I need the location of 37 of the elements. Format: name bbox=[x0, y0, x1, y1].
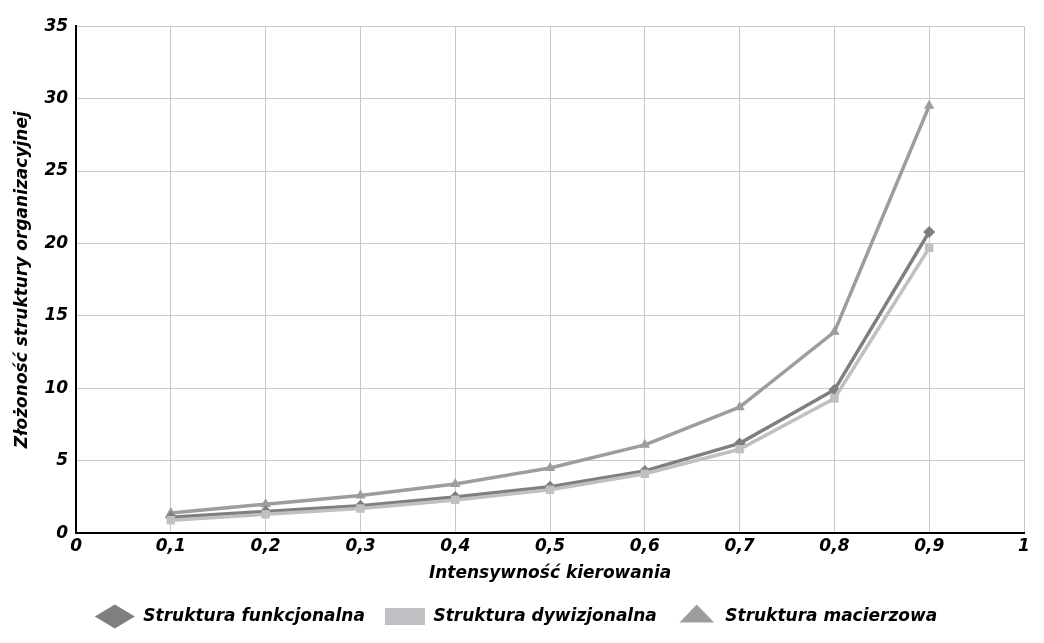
y-tick-label: 35 bbox=[44, 14, 69, 35]
x-tick-label: 0,7 bbox=[724, 534, 755, 555]
y-tick-label: 30 bbox=[44, 87, 69, 108]
point bbox=[734, 401, 745, 411]
x-axis-title: Intensywność kierowania bbox=[428, 562, 672, 583]
point bbox=[829, 325, 840, 335]
x-tick-label: 0,2 bbox=[250, 534, 281, 555]
y-tick-label: 5 bbox=[56, 449, 69, 470]
legend-label: Struktura dywizjonalna bbox=[433, 604, 657, 625]
x-tick-label: 0,1 bbox=[155, 534, 186, 555]
point bbox=[735, 444, 744, 454]
x-tick-label: 0 bbox=[70, 534, 83, 555]
x-tick-label: 0,3 bbox=[345, 534, 376, 555]
point bbox=[924, 99, 935, 109]
point bbox=[260, 498, 271, 508]
y-axis-title: Złożoność struktury organizacyjnej bbox=[10, 110, 31, 450]
point bbox=[639, 438, 651, 448]
y-tick-label: 25 bbox=[44, 159, 69, 180]
x-tick-label: 0,9 bbox=[914, 534, 945, 555]
point bbox=[355, 489, 366, 499]
x-tick-label: 1 bbox=[1018, 534, 1030, 555]
x-tick-label: 0,8 bbox=[819, 534, 850, 555]
x-tick-label: 0,4 bbox=[440, 534, 471, 555]
x-tick-label: 0,6 bbox=[629, 534, 661, 555]
point bbox=[544, 462, 556, 472]
y-tick-label: 15 bbox=[44, 304, 69, 325]
point bbox=[261, 510, 270, 519]
point bbox=[450, 477, 461, 487]
y-tick-label: 10 bbox=[44, 376, 69, 397]
legend-label: Struktura macierzowa bbox=[725, 604, 938, 625]
legend-label: Struktura funkcjonalna bbox=[143, 604, 365, 625]
y-tick-label: 20 bbox=[44, 231, 69, 252]
point bbox=[356, 504, 365, 513]
point bbox=[923, 225, 936, 238]
y-tick-label: 0 bbox=[56, 521, 69, 542]
point bbox=[830, 394, 839, 403]
x-tick-label: 0,5 bbox=[534, 534, 566, 555]
